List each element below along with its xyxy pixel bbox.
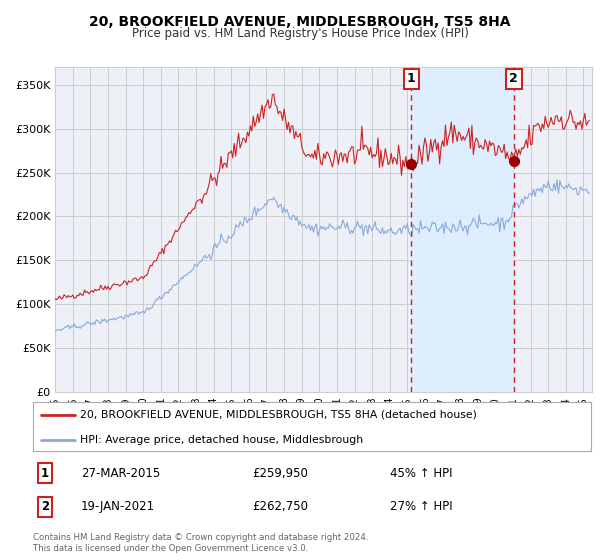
Text: 27% ↑ HPI: 27% ↑ HPI [390,500,452,514]
Text: 45% ↑ HPI: 45% ↑ HPI [390,466,452,480]
Bar [412,67,514,392]
Text: 19-JAN-2021: 19-JAN-2021 [81,500,155,514]
Text: 2: 2 [41,500,49,514]
Text: Contains HM Land Registry data © Crown copyright and database right 2024.
This d: Contains HM Land Registry data © Crown c… [33,533,368,553]
Text: 27-MAR-2015: 27-MAR-2015 [81,466,160,480]
Text: 20, BROOKFIELD AVENUE, MIDDLESBROUGH, TS5 8HA: 20, BROOKFIELD AVENUE, MIDDLESBROUGH, TS… [89,15,511,29]
Text: 20, BROOKFIELD AVENUE, MIDDLESBROUGH, TS5 8HA (detached house): 20, BROOKFIELD AVENUE, MIDDLESBROUGH, TS… [80,410,478,420]
Text: Price paid vs. HM Land Registry's House Price Index (HPI): Price paid vs. HM Land Registry's House … [131,27,469,40]
Text: £262,750: £262,750 [252,500,308,514]
Text: 1: 1 [407,72,416,85]
Text: 1: 1 [41,466,49,480]
Text: 2: 2 [509,72,518,85]
Text: £259,950: £259,950 [252,466,308,480]
Text: HPI: Average price, detached house, Middlesbrough: HPI: Average price, detached house, Midd… [80,435,364,445]
